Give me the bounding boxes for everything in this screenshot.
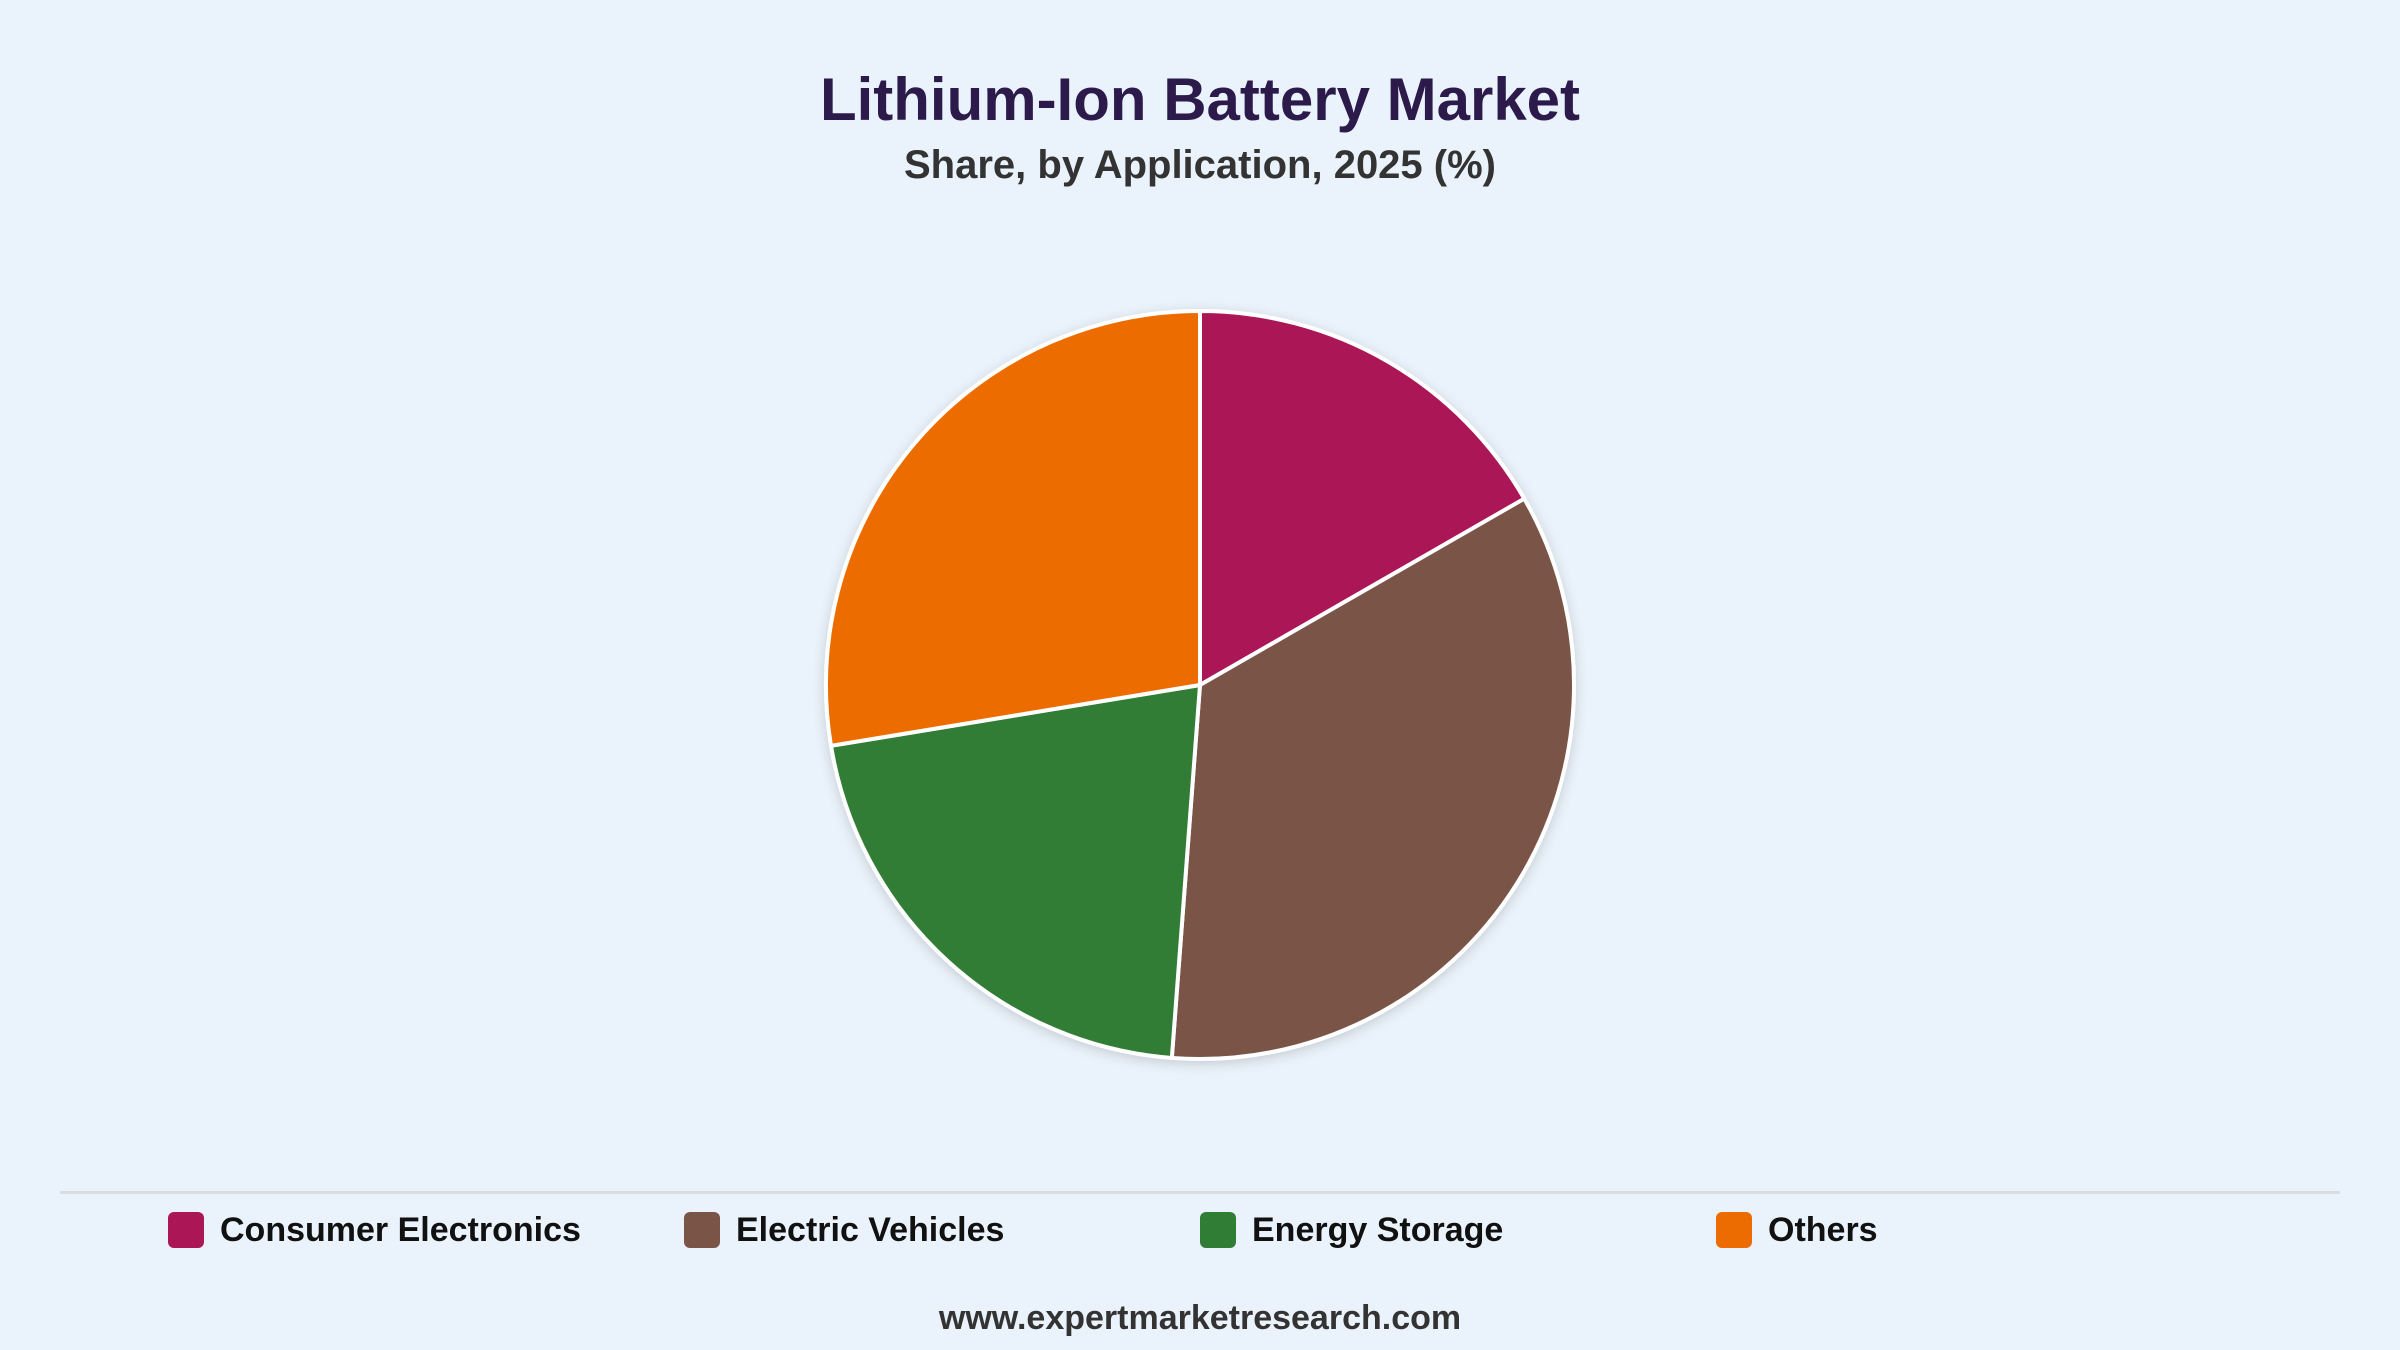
legend-divider	[60, 1191, 2340, 1194]
legend-swatch	[1716, 1212, 1752, 1248]
legend-item-consumer-electronics[interactable]: Consumer Electronics	[168, 1206, 581, 1254]
chart-subtitle: Share, by Application, 2025 (%)	[903, 143, 1496, 187]
legend-swatch	[1200, 1212, 1236, 1248]
source-url: www.expertmarketresearch.com	[938, 1299, 1462, 1337]
chart-title: Lithium-Ion Battery Market	[819, 66, 1581, 133]
pie-slices	[824, 309, 1576, 1061]
legend-swatch	[168, 1212, 204, 1248]
legend-swatch	[684, 1212, 720, 1248]
legend-label: Energy Storage	[1252, 1210, 1504, 1249]
pie-slice-electric-vehicles[interactable]	[1169, 496, 1576, 1061]
legend-label: Consumer Electronics	[220, 1210, 581, 1249]
legend-label: Others	[1768, 1210, 1878, 1249]
legend-item-others[interactable]: Others	[1716, 1206, 1878, 1254]
pie-slice-others[interactable]	[824, 309, 1202, 748]
legend: Consumer Electronics Electric Vehicles E…	[0, 1206, 2400, 1254]
pie-slice-energy-storage[interactable]	[828, 683, 1202, 1060]
legend-item-electric-vehicles[interactable]: Electric Vehicles	[684, 1206, 1004, 1254]
legend-item-energy-storage[interactable]: Energy Storage	[1200, 1206, 1503, 1254]
pie-slice-consumer-electronics[interactable]	[1198, 309, 1527, 687]
legend-label: Electric Vehicles	[736, 1210, 1005, 1249]
